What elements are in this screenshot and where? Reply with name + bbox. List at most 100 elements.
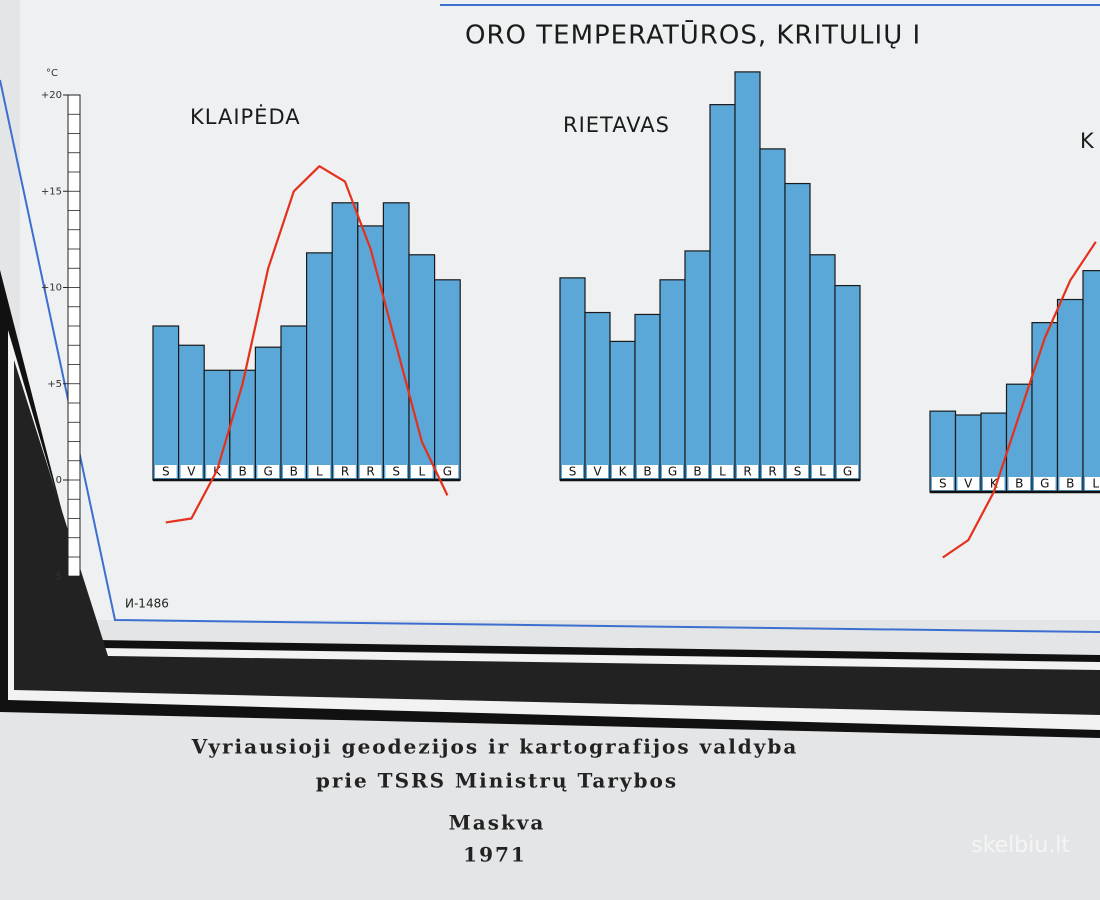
month-box [932,477,954,490]
bar [1082,270,1100,493]
axis-unit: °C [46,68,58,79]
month-box [562,465,583,478]
chart: RIETAVAS S V K B G B L R R S L G [559,71,861,482]
bar [659,279,686,481]
month-label: K [619,465,628,479]
month-label: S [392,465,400,479]
month-label: R [341,465,349,479]
month-box [1059,477,1081,490]
bar [759,148,786,481]
bar [1056,298,1084,493]
bar [584,311,611,481]
bar [306,252,333,481]
month-box [180,465,203,478]
month-label: G [443,465,452,479]
poster-title: ORO TEMPERATŪROS, KRITULIŲ I [465,20,921,51]
month-label: G [264,465,273,479]
month-label: R [366,465,374,479]
month-box [637,465,658,478]
watermark: skelbiu.lt [971,833,1070,858]
bar [203,369,231,481]
bar [1031,322,1059,493]
temperature-line [942,241,1097,559]
bar [178,344,205,481]
footer-line: 1971 [463,843,527,867]
month-box [231,465,254,478]
station-name: KLAIPĖDA [190,104,301,129]
month-label: V [964,477,973,491]
y-tick-label: +15 [41,186,62,197]
month-box [957,477,979,490]
y-tick-label: +20 [41,90,62,101]
month-box [411,465,433,478]
month-box [737,465,758,478]
bar [784,182,811,481]
month-label: G [1040,477,1049,491]
bar [609,340,636,481]
month-label: L [719,465,726,479]
bar [331,202,359,481]
month-label: K [990,477,999,491]
month-box [334,465,356,478]
month-label: L [1092,477,1099,491]
month-box [587,465,608,478]
axis-ladder [67,94,81,577]
bar [434,279,461,481]
month-label: B [693,465,701,479]
month-label: S [794,465,802,479]
month-box [155,465,177,478]
month-box [787,465,808,478]
month-box [257,465,279,478]
month-label: L [316,465,323,479]
panel-border [0,79,1100,633]
bar [280,325,308,481]
bar [834,284,861,481]
bar [152,325,180,481]
month-box [1085,477,1100,490]
month-box [308,465,331,478]
bar [709,104,736,481]
bar [684,250,711,481]
bar [559,277,586,481]
month-label: R [768,465,776,479]
month-box [436,465,459,478]
footer-line: Vyriausioji geodezijos ir kartografijos … [191,735,799,759]
month-label: R [743,465,751,479]
month-label: B [238,465,246,479]
month-label: G [843,465,852,479]
month-box [983,477,1005,490]
month-label: S [569,465,577,479]
month-box [837,465,858,478]
y-tick-label: +10 [41,283,62,294]
y-tick-label: 0 [56,475,62,486]
month-box [283,465,305,478]
month-label: G [668,465,677,479]
month-label: B [1066,477,1074,491]
month-box [385,465,407,478]
bar [809,254,836,481]
month-box [712,465,733,478]
month-label: B [290,465,298,479]
y-tick-label: +5 [47,379,62,390]
month-label: S [939,477,947,491]
station-name: K [1080,129,1095,153]
month-box [762,465,783,478]
month-box [1008,477,1030,490]
month-label: B [643,465,651,479]
footer-line: Maskva [449,811,546,835]
chart: K S V K B G B L [929,129,1100,559]
footer-line: prie TSRS Ministrų Tarybos [316,769,678,793]
frame [0,270,1100,738]
month-label: S [162,465,170,479]
month-label: V [187,465,196,479]
station-name: RIETAVAS [563,113,670,137]
y-tick-label: 5 [56,571,62,582]
map-code: И-1486 [125,597,169,611]
bar [408,254,436,481]
footer: Vyriausioji geodezijos ir kartografijos … [191,735,799,867]
bar [734,71,761,481]
month-box [359,465,382,478]
month-box [687,465,708,478]
month-box [1034,477,1056,490]
